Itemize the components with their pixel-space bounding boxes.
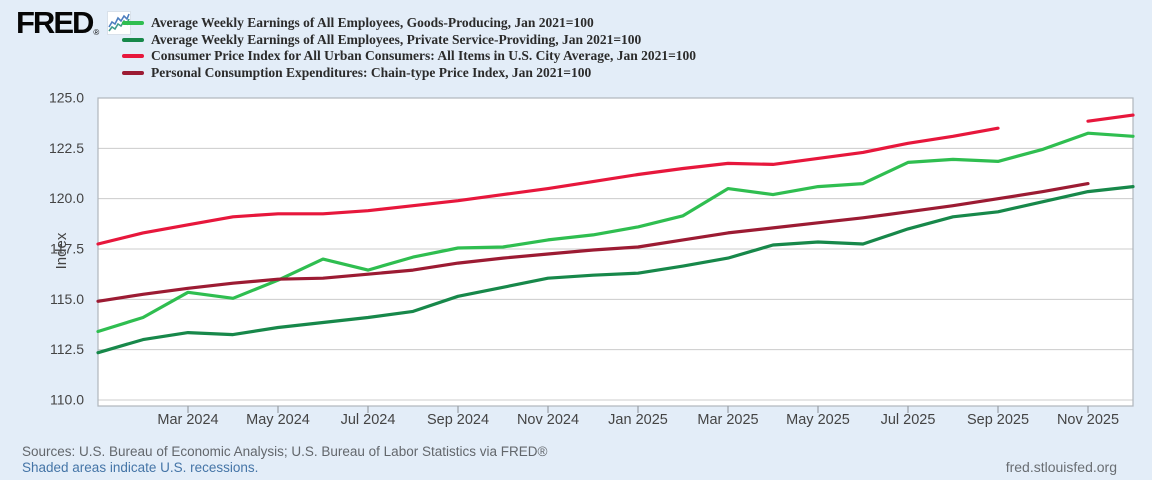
legend-label: Personal Consumption Expenditures: Chain…	[151, 64, 592, 80]
fred-site-link[interactable]: fred.stlouisfed.org	[1005, 459, 1117, 475]
x-tick-label: Mar 2025	[697, 412, 758, 428]
legend-swatch-icon	[122, 21, 144, 26]
series-line-2	[1086, 113, 1135, 123]
series-line-1	[96, 185, 1135, 355]
legend-swatch-icon	[122, 37, 144, 42]
y-tick-label: 125.0	[49, 90, 84, 106]
series-line-3	[96, 182, 1090, 303]
fred-logo[interactable]: FRED ®	[16, 5, 132, 40]
registered-mark: ®	[93, 28, 100, 37]
y-tick-label: 122.5	[49, 140, 84, 156]
legend-item-0: Average Weekly Earnings of All Employees…	[122, 15, 696, 32]
legend-item-3: Personal Consumption Expenditures: Chain…	[122, 65, 696, 82]
legend-label: Consumer Price Index for All Urban Consu…	[151, 48, 697, 64]
x-tick-label: Jan 2025	[608, 412, 668, 428]
x-tick-label: Jul 2024	[341, 412, 396, 428]
legend-item-2: Consumer Price Index for All Urban Consu…	[122, 48, 696, 65]
x-tick-label: Nov 2024	[517, 412, 579, 428]
x-tick-label: Sep 2024	[427, 412, 489, 428]
y-tick-label: 117.5	[50, 241, 84, 257]
x-tick-label: Jul 2025	[881, 412, 936, 428]
x-tick-label: Mar 2024	[157, 412, 218, 428]
series-line-0	[96, 131, 1135, 334]
fred-logo-text: FRED	[16, 5, 94, 40]
x-tick-label: Nov 2025	[1057, 412, 1119, 428]
legend-label: Average Weekly Earnings of All Employees…	[151, 31, 642, 47]
x-tick-label: May 2024	[246, 412, 310, 428]
y-tick-label: 110.0	[50, 392, 84, 408]
series-line-2	[96, 126, 1000, 246]
legend-swatch-icon	[122, 54, 144, 59]
plot-border	[97, 97, 1134, 407]
x-tick-label: Sep 2025	[967, 412, 1029, 428]
sources-text: Sources: U.S. Bureau of Economic Analysi…	[22, 444, 548, 459]
plot-area	[98, 98, 1133, 406]
x-tick-label: May 2025	[786, 412, 850, 428]
legend-item-1: Average Weekly Earnings of All Employees…	[122, 32, 696, 49]
legend-label: Average Weekly Earnings of All Employees…	[151, 15, 594, 31]
y-tick-label: 112.5	[50, 341, 84, 357]
y-tick-label: 120.0	[49, 190, 84, 206]
legend-swatch-icon	[122, 70, 144, 75]
y-tick-label: 115.0	[50, 291, 84, 307]
chart-legend: Average Weekly Earnings of All Employees…	[122, 15, 696, 81]
recessions-link[interactable]: Shaded areas indicate U.S. recessions.	[22, 460, 259, 475]
